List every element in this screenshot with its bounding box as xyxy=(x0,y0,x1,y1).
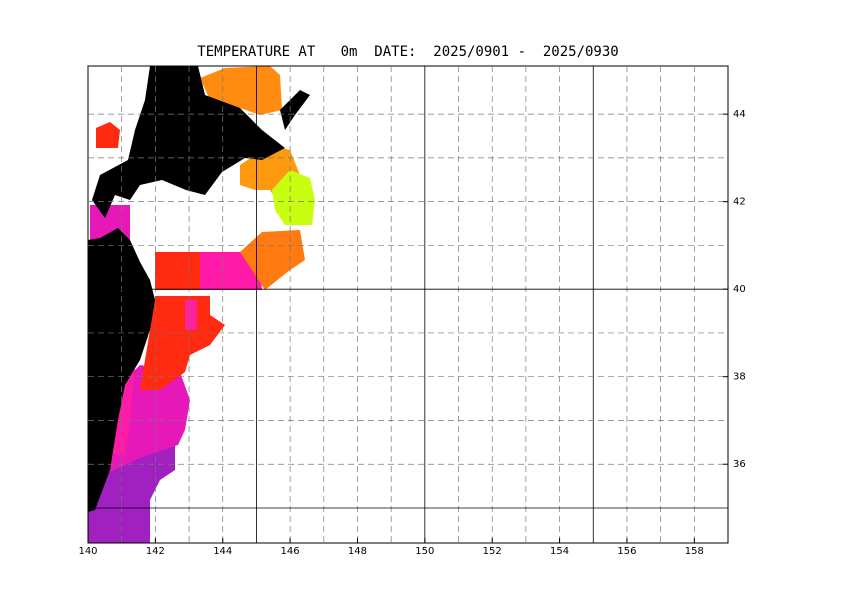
y-tick-label: 38 xyxy=(733,372,746,383)
x-tick-label: 156 xyxy=(617,546,636,557)
x-tick-label: 146 xyxy=(281,546,300,557)
field-yellow xyxy=(272,170,315,225)
y-tick-label: 44 xyxy=(733,109,746,120)
chart-title: TEMPERATURE AT 0m DATE: 2025/0901 - 2025… xyxy=(197,44,618,60)
field-pink xyxy=(112,368,135,455)
y-tick-label: 40 xyxy=(733,284,746,295)
field-red-south xyxy=(140,296,225,390)
x-tick-label: 158 xyxy=(685,546,704,557)
x-tick-label: 150 xyxy=(415,546,434,557)
data-field xyxy=(88,66,315,543)
y-tick-label: 36 xyxy=(733,459,746,470)
field-purple xyxy=(88,440,175,543)
field-red-strip xyxy=(155,252,205,290)
x-tick-label: 152 xyxy=(483,546,502,557)
land-hokkaido xyxy=(92,66,285,218)
x-tick-label: 154 xyxy=(550,546,569,557)
field-pink-mid xyxy=(185,300,197,330)
axes: 140 142 144 146 148 150 152 154 156 158 36 38 40 42 44 xyxy=(78,66,746,557)
land-kuril xyxy=(280,90,310,130)
field-red-top xyxy=(96,122,120,148)
x-tick-label: 148 xyxy=(348,546,367,557)
x-tick-label: 142 xyxy=(146,546,165,557)
x-tick-label: 144 xyxy=(213,546,232,557)
y-tick-label: 42 xyxy=(733,197,746,208)
x-tick-label: 140 xyxy=(78,546,97,557)
plot-frame xyxy=(87,65,729,544)
